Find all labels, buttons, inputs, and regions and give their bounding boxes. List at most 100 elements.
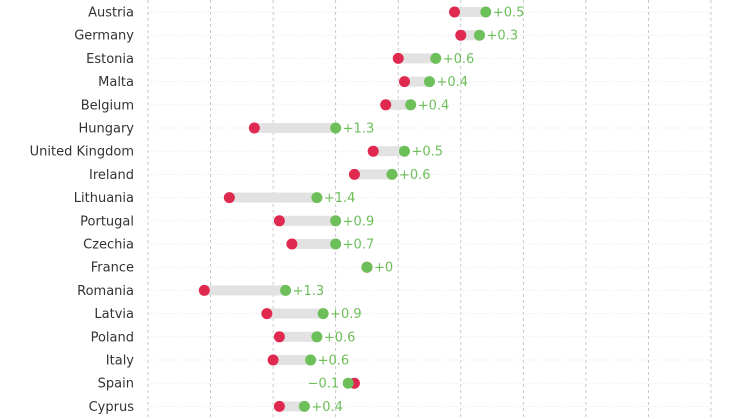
after-point — [330, 122, 342, 134]
before-point — [398, 76, 410, 88]
difference-label: +0.4 — [418, 98, 450, 113]
difference-label: +0.5 — [493, 6, 525, 21]
difference-label: +0.6 — [443, 52, 475, 67]
after-point — [361, 261, 373, 273]
row-spain: Spain −0.1 — [98, 377, 360, 392]
after-point — [430, 52, 442, 64]
row-austria: Austria +0.5 — [88, 6, 524, 21]
after-point — [424, 76, 435, 88]
row-malta: Malta +0.4 — [98, 75, 468, 90]
category-label: Belgium — [81, 98, 134, 113]
difference-label: −0.1 — [308, 377, 340, 392]
category-label: Romania — [77, 284, 134, 299]
category-label: Italy — [106, 354, 135, 369]
before-point — [449, 6, 461, 18]
category-label: Spain — [98, 377, 134, 392]
range-bar — [404, 76, 430, 87]
range-bar — [385, 99, 411, 110]
range-bar — [460, 30, 480, 41]
difference-label: +0.5 — [411, 145, 443, 160]
after-point — [342, 377, 354, 389]
row-italy: Italy +0.6 — [106, 354, 349, 369]
after-point — [405, 99, 417, 111]
before-point — [380, 99, 392, 111]
after-point — [305, 354, 317, 366]
row-cyprus: Cyprus +0.4 — [89, 400, 343, 415]
difference-label: +0.9 — [343, 214, 375, 229]
before-point — [223, 192, 235, 204]
difference-label: +0.4 — [437, 75, 469, 90]
row-ireland: Ireland +0.6 — [89, 168, 431, 183]
after-point — [330, 215, 342, 227]
row-estonia: Estonia +0.6 — [86, 52, 474, 67]
row-portugal: Portugal +0.9 — [80, 214, 374, 229]
range-bar — [454, 7, 486, 17]
range-bar — [254, 123, 336, 133]
difference-label: +0.6 — [324, 330, 356, 345]
category-label: United Kingdom — [30, 145, 134, 160]
after-point — [317, 308, 329, 320]
range-bar — [273, 355, 311, 365]
row-hungary: Hungary +1.3 — [78, 122, 374, 137]
range-bar — [279, 331, 317, 342]
before-point — [455, 29, 467, 41]
range-bar — [204, 285, 286, 296]
before-point — [348, 168, 360, 180]
before-point — [198, 284, 210, 296]
row-france: France +0 — [91, 261, 393, 276]
category-label: Hungary — [78, 122, 134, 137]
category-label: Austria — [88, 6, 134, 21]
after-point — [311, 192, 323, 204]
range-bar — [398, 53, 436, 64]
before-point — [367, 145, 379, 157]
after-point — [480, 6, 492, 18]
row-united-kingdom: United Kingdom +0.5 — [30, 145, 443, 160]
range-bar — [291, 239, 336, 249]
category-label: Lithuania — [74, 191, 134, 206]
difference-label: +0 — [374, 261, 393, 276]
before-point — [273, 215, 285, 227]
row-lithuania: Lithuania +1.4 — [74, 191, 356, 206]
difference-label: +0.9 — [330, 307, 362, 322]
difference-label: +0.6 — [399, 168, 431, 183]
before-point — [286, 238, 298, 250]
chart-rows: Austria +0.5 Germany +0.3 Estonia +0.6 Malta +0… — [30, 6, 525, 415]
after-point — [386, 168, 398, 180]
row-belgium: Belgium +0.4 — [81, 98, 450, 113]
after-point — [398, 145, 410, 157]
difference-label: +0.3 — [487, 29, 519, 44]
difference-label: +1.4 — [324, 191, 356, 206]
after-point — [298, 400, 310, 412]
category-label: Cyprus — [89, 400, 135, 415]
category-label: Ireland — [89, 168, 134, 183]
range-bar — [373, 146, 405, 157]
category-label: Portugal — [80, 214, 134, 229]
category-label: Czechia — [83, 238, 134, 253]
range-bar — [279, 401, 305, 412]
category-label: Latvia — [94, 307, 134, 322]
difference-label: +0.6 — [318, 354, 350, 369]
category-label: Poland — [91, 330, 134, 345]
before-point — [273, 400, 285, 412]
before-point — [273, 331, 285, 343]
category-label: Estonia — [86, 52, 134, 67]
before-point — [267, 354, 279, 366]
row-romania: Romania +1.3 — [77, 284, 324, 299]
row-germany: Germany +0.3 — [74, 29, 518, 44]
difference-label: +1.3 — [343, 122, 375, 137]
category-label: Germany — [74, 29, 134, 44]
difference-label: +1.3 — [293, 284, 325, 299]
after-point — [330, 238, 342, 250]
after-point — [474, 29, 486, 41]
after-point — [280, 284, 292, 296]
before-point — [392, 52, 404, 64]
after-point — [311, 331, 323, 343]
before-point — [248, 122, 260, 134]
row-poland: Poland +0.6 — [91, 330, 356, 345]
before-point — [261, 308, 273, 320]
difference-label: +0.7 — [343, 238, 375, 253]
category-label: France — [91, 261, 134, 276]
range-bar — [279, 215, 336, 226]
range-bar — [229, 192, 317, 203]
